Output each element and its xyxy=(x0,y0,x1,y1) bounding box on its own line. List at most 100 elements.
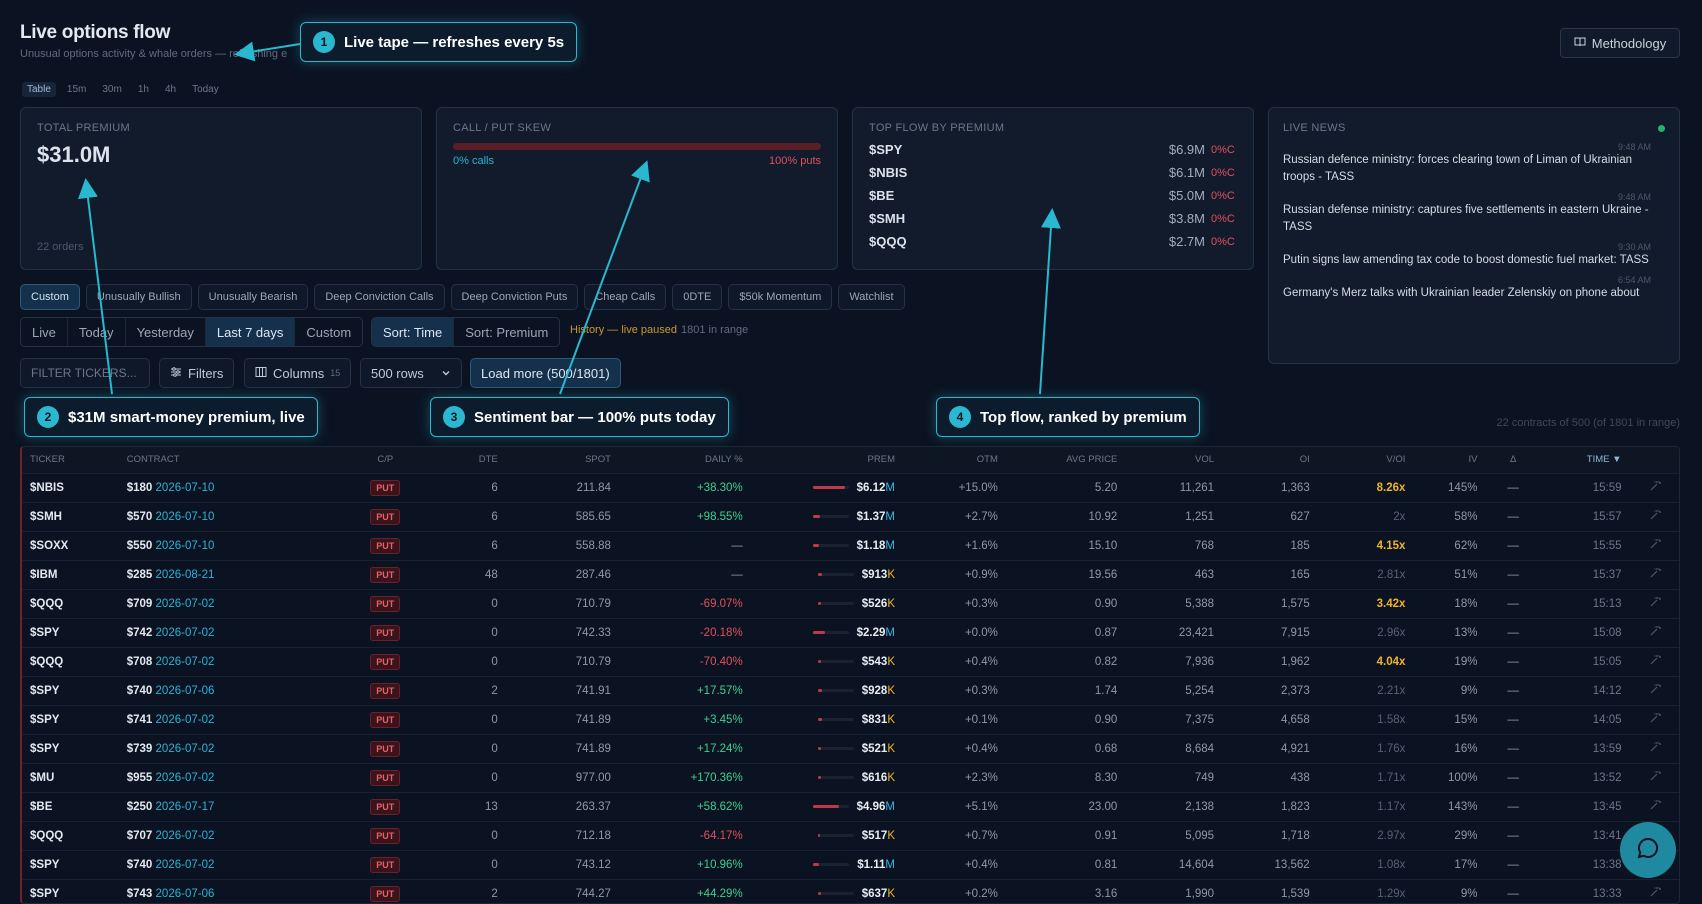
tab-1h[interactable]: 1h xyxy=(137,84,149,95)
top-flow-row[interactable]: $BE $5.0M 0%C xyxy=(869,184,1237,207)
col-otm[interactable]: OTM xyxy=(905,447,1008,473)
table-row[interactable]: $QQQ $709 2026-07-02 PUT 0 710.79 -69.07% $526… xyxy=(22,588,1679,618)
row-ticker[interactable]: $MU xyxy=(22,762,119,792)
table-row[interactable]: $NBIS $180 2026-07-10 PUT 6 211.84 +38.30% $6.… xyxy=(22,472,1679,502)
col-time[interactable]: TIME ▼ xyxy=(1538,447,1632,473)
col-iv[interactable]: IV xyxy=(1415,447,1488,473)
range-last-7-days[interactable]: Last 7 days xyxy=(205,318,296,346)
preset-cheap-calls[interactable]: Cheap Calls xyxy=(584,284,667,310)
tab-15m[interactable]: 15m xyxy=(66,84,87,95)
row-action[interactable] xyxy=(1631,617,1679,647)
top-flow-row[interactable]: $SMH $3.8M 0%C xyxy=(869,207,1237,230)
preset-deep-conviction-puts[interactable]: Deep Conviction Puts xyxy=(450,284,579,310)
row-ticker[interactable]: $SPY xyxy=(22,617,119,647)
columns-icon xyxy=(255,366,267,381)
tab-table[interactable]: Table xyxy=(22,82,56,97)
top-flow-row[interactable]: $QQQ $2.7M 0%C xyxy=(869,230,1237,253)
row-action[interactable] xyxy=(1631,878,1679,903)
row-ticker[interactable]: $SPY xyxy=(22,675,119,705)
row-action[interactable] xyxy=(1631,559,1679,589)
table-row[interactable]: $SPY $743 2026-07-06 PUT 2 744.27 +44.29% $637… xyxy=(22,878,1679,903)
table-row[interactable]: $SPY $741 2026-07-02 PUT 0 741.89 +3.45% $831K… xyxy=(22,704,1679,734)
tab-4h[interactable]: 4h xyxy=(164,84,177,95)
row-action[interactable] xyxy=(1631,704,1679,734)
row-ticker[interactable]: $SPY xyxy=(22,849,119,879)
table-row[interactable]: $QQQ $708 2026-07-02 PUT 0 710.79 -70.40% $543… xyxy=(22,646,1679,676)
range-live[interactable]: Live xyxy=(21,318,68,346)
rows-select[interactable]: 500 rows xyxy=(360,358,462,388)
row-action[interactable] xyxy=(1631,733,1679,763)
row-ticker[interactable]: $QQQ xyxy=(22,820,119,850)
preset-unusually-bullish[interactable]: Unusually Bullish xyxy=(85,284,192,310)
methodology-button[interactable]: Methodology xyxy=(1560,28,1680,58)
table-row[interactable]: $SPY $739 2026-07-02 PUT 0 741.89 +17.24% $521… xyxy=(22,733,1679,763)
chat-button[interactable] xyxy=(1620,822,1676,878)
load-more-button[interactable]: Load more (500/1801) xyxy=(470,358,621,388)
filters-button[interactable]: Filters xyxy=(159,358,235,388)
row-ticker[interactable]: $BE xyxy=(22,791,119,821)
row-ticker[interactable]: $SMH xyxy=(22,501,119,531)
row-ticker[interactable]: $SPY xyxy=(22,878,119,903)
columns-button[interactable]: Columns 15 xyxy=(244,358,352,388)
news-item[interactable]: 6:54 AM Germany's Merz talks with Ukrain… xyxy=(1283,275,1665,302)
row-ticker[interactable]: $SPY xyxy=(22,733,119,763)
row-volume: 768 xyxy=(1127,530,1225,560)
ticker-filter-input[interactable]: FILTER TICKERS... xyxy=(20,358,150,388)
table-row[interactable]: $MU $955 2026-07-02 PUT 0 977.00 +170.36% $616… xyxy=(22,762,1679,792)
row-ticker[interactable]: $SPY xyxy=(22,704,119,734)
sort-time[interactable]: Sort: Time xyxy=(372,318,455,346)
tab-today[interactable]: Today xyxy=(192,84,219,95)
row-ticker[interactable]: $QQQ xyxy=(22,646,119,676)
col-dte[interactable]: DTE xyxy=(415,447,508,473)
news-item[interactable]: 9:30 AM Putin signs law amending tax cod… xyxy=(1283,242,1665,269)
col-voi[interactable]: V/OI xyxy=(1319,447,1416,473)
table-row[interactable]: $IBM $285 2026-08-21 PUT 48 287.46— $913K +0.9… xyxy=(22,559,1679,589)
row-action[interactable] xyxy=(1631,762,1679,792)
col-avg-price[interactable]: AVG PRICE xyxy=(1007,447,1128,473)
table-row[interactable]: $SPY $742 2026-07-02 PUT 0 742.33 -20.18% $2.2… xyxy=(22,617,1679,647)
table-row[interactable]: $SMH $570 2026-07-10 PUT 6 585.65 +98.55% $1.3… xyxy=(22,501,1679,531)
col-spot[interactable]: SPOT xyxy=(507,447,621,473)
preset-unusually-bearish[interactable]: Unusually Bearish xyxy=(197,284,309,310)
row-action[interactable] xyxy=(1631,501,1679,531)
col-oi[interactable]: OI xyxy=(1224,447,1320,473)
range-yesterday[interactable]: Yesterday xyxy=(126,318,206,346)
sort-premium[interactable]: Sort: Premium xyxy=(465,324,549,340)
table-row[interactable]: $SOXX $550 2026-07-10 PUT 6 558.88— $1.18M +1.… xyxy=(22,530,1679,560)
preset-watchlist[interactable]: Watchlist xyxy=(838,284,905,310)
range-today[interactable]: Today xyxy=(68,318,126,346)
table-row[interactable]: $SPY $740 2026-07-02 PUT 0 743.12 +10.96% $1.1… xyxy=(22,849,1679,879)
row-action[interactable] xyxy=(1631,530,1679,560)
row-action[interactable] xyxy=(1631,472,1679,502)
col-prem[interactable]: PREM xyxy=(752,447,905,473)
news-item[interactable]: 9:48 AM Russian defense ministry: captur… xyxy=(1283,192,1665,236)
row-action[interactable] xyxy=(1631,791,1679,821)
row-contract: $742 2026-07-02 xyxy=(118,617,356,647)
table-row[interactable]: $QQQ $707 2026-07-02 PUT 0 712.18 -64.17% $517… xyxy=(22,820,1679,850)
col-vol[interactable]: VOL xyxy=(1127,447,1225,473)
preset-custom[interactable]: Custom xyxy=(20,284,80,310)
col-daily[interactable]: DAILY % xyxy=(620,447,753,473)
preset-deep-conviction-calls[interactable]: Deep Conviction Calls xyxy=(314,284,445,310)
row-action[interactable] xyxy=(1631,646,1679,676)
preset-50k-momentum[interactable]: $50k Momentum xyxy=(728,284,833,310)
top-flow-row[interactable]: $NBIS $6.1M 0%C xyxy=(869,161,1237,184)
tab-30m[interactable]: 30m xyxy=(102,84,122,95)
row-action[interactable] xyxy=(1631,675,1679,705)
news-item[interactable]: 9:48 AM Russian defence ministry: forces… xyxy=(1283,142,1665,186)
col-ticker[interactable]: TICKER xyxy=(22,447,119,473)
row-ticker[interactable]: $QQQ xyxy=(22,588,119,618)
col-cp[interactable]: C/P xyxy=(355,447,416,473)
row-time: 13:41 xyxy=(1538,820,1632,850)
preset-0dte[interactable]: 0DTE xyxy=(672,284,723,310)
row-ticker[interactable]: $IBM xyxy=(22,559,119,589)
table-row[interactable]: $SPY $740 2026-07-06 PUT 2 741.91 +17.57% $928… xyxy=(22,675,1679,705)
row-action[interactable] xyxy=(1631,588,1679,618)
range-custom[interactable]: Custom xyxy=(306,324,352,340)
row-ticker[interactable]: $SOXX xyxy=(22,530,119,560)
top-flow-row[interactable]: $SPY $6.9M 0%C xyxy=(869,138,1237,161)
col-contract[interactable]: CONTRACT xyxy=(118,447,356,473)
row-ticker[interactable]: $NBIS xyxy=(22,472,119,502)
table-row[interactable]: $BE $250 2026-07-17 PUT 13 263.37 +58.62% $4.9… xyxy=(22,791,1679,821)
col-delta[interactable]: Δ xyxy=(1487,447,1539,473)
